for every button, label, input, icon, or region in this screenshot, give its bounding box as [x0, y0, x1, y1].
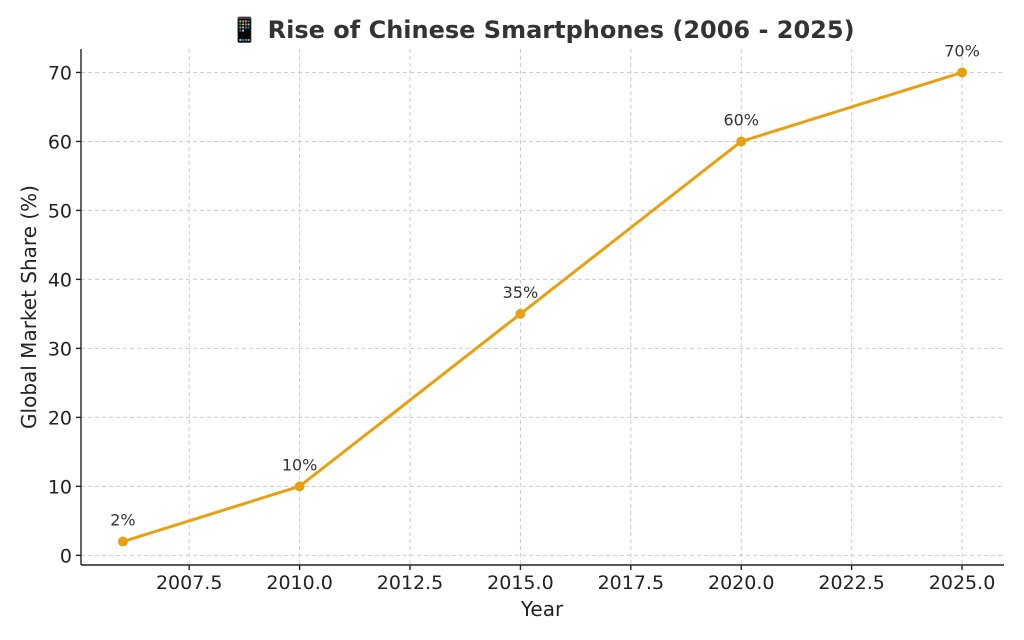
- tick-labels: 2007.5 2010.0 2012.5 2015.0 2017.5 2020.0 2022…: [48, 62, 995, 594]
- y-axis-label: Global Market Share (%): [17, 185, 41, 429]
- y-tick-label: 50: [48, 200, 72, 222]
- x-tick-label: 2025.0: [929, 572, 995, 594]
- y-tick-label: 30: [48, 338, 72, 360]
- chart-title: 📱 Rise of Chinese Smartphones (2006 - 20…: [229, 16, 854, 44]
- series-polyline: [122, 71, 963, 543]
- data-label: 10%: [282, 455, 318, 474]
- y-tick-label: 70: [48, 62, 72, 84]
- data-point: [736, 136, 747, 147]
- y-tick-label: 60: [48, 131, 72, 153]
- x-tick-label: 2022.5: [818, 572, 884, 594]
- x-axis-label: Year: [520, 597, 564, 621]
- data-point: [294, 481, 305, 492]
- y-tick-label: 20: [48, 407, 72, 429]
- data-labels: 2% 10% 35% 60% 70%: [110, 41, 980, 529]
- axes: [76, 49, 1004, 570]
- x-tick-label: 2010.0: [266, 572, 332, 594]
- data-point: [515, 308, 526, 319]
- y-tick-label: 0: [60, 545, 72, 567]
- x-tick-label: 2007.5: [156, 572, 222, 594]
- data-label: 70%: [944, 41, 980, 60]
- data-label: 60%: [723, 110, 759, 129]
- data-point: [957, 67, 968, 78]
- y-tick-label: 40: [48, 269, 72, 291]
- data-points: [117, 67, 968, 547]
- x-tick-label: 2017.5: [598, 572, 664, 594]
- x-tick-label: 2020.0: [708, 572, 774, 594]
- series-line: [122, 71, 963, 543]
- y-tick-label: 10: [48, 476, 72, 498]
- data-point: [117, 536, 128, 547]
- x-tick-label: 2015.0: [487, 572, 553, 594]
- data-label: 2%: [110, 511, 135, 530]
- data-label: 35%: [503, 283, 539, 302]
- grid-lines: [81, 49, 1004, 565]
- x-tick-label: 2012.5: [377, 572, 443, 594]
